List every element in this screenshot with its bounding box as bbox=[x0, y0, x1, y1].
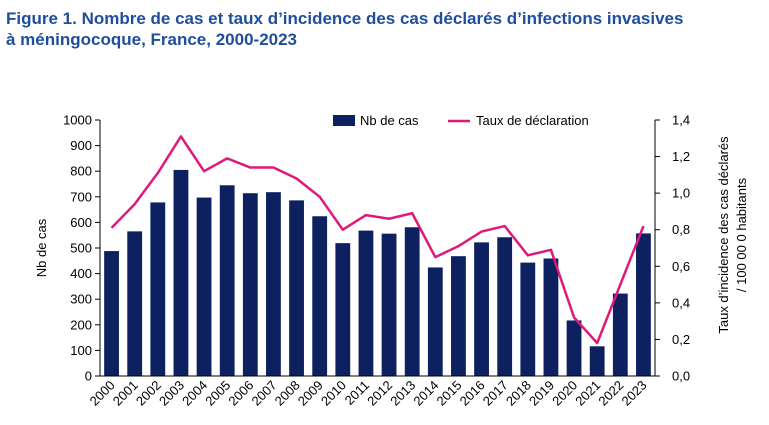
x-tick-label: 2020 bbox=[549, 378, 580, 409]
chart-title-line1: Figure 1. Nombre de cas et taux d’incide… bbox=[6, 9, 684, 28]
bar-2021 bbox=[589, 346, 605, 376]
y-right-tick-label: 0,2 bbox=[672, 332, 690, 347]
bar-2009 bbox=[312, 216, 328, 376]
x-tick-label: 2011 bbox=[342, 378, 372, 408]
bar-2006 bbox=[242, 193, 258, 376]
y-right-tick-label: 0,6 bbox=[672, 259, 690, 274]
x-tick-label: 2004 bbox=[179, 378, 210, 409]
x-tick-label: 2002 bbox=[133, 378, 164, 409]
bar-2005 bbox=[219, 185, 235, 376]
bar-2022 bbox=[612, 293, 628, 376]
x-tick-label: 2017 bbox=[480, 378, 511, 409]
bar-2019 bbox=[543, 258, 559, 376]
y-left-tick-label: 200 bbox=[70, 317, 92, 332]
x-tick-label: 2012 bbox=[364, 378, 395, 409]
y-left-tick-label: 0 bbox=[85, 369, 92, 384]
bar-2015 bbox=[451, 256, 466, 376]
bar-2003 bbox=[173, 169, 189, 376]
bar-2008 bbox=[289, 200, 304, 376]
y-right-tick-label: 0,4 bbox=[672, 295, 690, 310]
y-left-tick-label: 100 bbox=[70, 343, 92, 358]
y-right-tick-label: 1,2 bbox=[672, 149, 690, 164]
x-tick-label: 2010 bbox=[318, 378, 349, 409]
y-axis-left-label: Nb de cas bbox=[34, 218, 49, 277]
x-tick-label: 2019 bbox=[526, 378, 557, 409]
bar-2011 bbox=[358, 230, 374, 376]
bar-2007 bbox=[266, 192, 281, 376]
bar-2004 bbox=[196, 197, 212, 376]
legend-label-line: Taux de déclaration bbox=[476, 113, 589, 128]
y-right-tick-label: 0,8 bbox=[672, 222, 690, 237]
x-tick-label: 2005 bbox=[202, 378, 233, 409]
y-right-tick-label: 1,4 bbox=[672, 113, 690, 128]
y-left-tick-label: 900 bbox=[70, 138, 92, 153]
y-left-tick-label: 300 bbox=[70, 292, 92, 307]
x-tick-label: 2014 bbox=[410, 378, 441, 409]
x-tick-label: 2007 bbox=[249, 378, 280, 409]
x-tick-label: 2023 bbox=[619, 378, 650, 409]
chart-title-line2: à méningocoque, France, 2000-2023 bbox=[6, 30, 298, 49]
x-tick-label: 2003 bbox=[156, 378, 187, 409]
x-tick-label: 2022 bbox=[595, 378, 626, 409]
x-tick-label: 2001 bbox=[110, 378, 141, 409]
x-tick-label: 2006 bbox=[225, 378, 256, 409]
bar-2014 bbox=[427, 267, 443, 376]
legend: Nb de cas Taux de déclaration bbox=[333, 113, 589, 128]
line-series bbox=[110, 135, 645, 345]
bar-2016 bbox=[474, 242, 489, 376]
y-left-tick-label: 400 bbox=[70, 266, 92, 281]
x-tick-label: 2015 bbox=[434, 378, 465, 409]
y-axis-right-label-line1: Taux d’incidence des cas déclarés bbox=[716, 136, 731, 334]
legend-label-bars: Nb de cas bbox=[360, 113, 419, 128]
x-tick-label: 2009 bbox=[295, 378, 326, 409]
bar-2017 bbox=[497, 237, 513, 376]
y-left-tick-label: 1000 bbox=[63, 113, 92, 128]
y-right-tick-label: 0,0 bbox=[672, 369, 690, 384]
bar-2010 bbox=[335, 243, 351, 376]
y-left-tick-label: 500 bbox=[70, 241, 92, 256]
y-right-tick-label: 1,0 bbox=[672, 186, 690, 201]
y-axis-right-label-line2: / 100 00 0 habitants bbox=[734, 177, 749, 292]
bar-2018 bbox=[520, 262, 536, 376]
x-tick-label: 2018 bbox=[503, 378, 534, 409]
bar-series bbox=[104, 169, 651, 376]
bar-2000 bbox=[104, 251, 119, 376]
x-tick-label: 2021 bbox=[572, 378, 603, 409]
bar-2002 bbox=[150, 202, 166, 376]
bar-2023 bbox=[636, 233, 651, 376]
chart-title: Figure 1. Nombre de cas et taux d’incide… bbox=[6, 8, 746, 50]
bar-2013 bbox=[404, 227, 420, 376]
y-left-tick-label: 600 bbox=[70, 215, 92, 230]
bar-2020 bbox=[566, 320, 582, 376]
x-tick-label: 2013 bbox=[387, 378, 418, 409]
x-tick-label: 2016 bbox=[457, 378, 488, 409]
y-left-tick-label: 800 bbox=[70, 164, 92, 179]
y-left-tick-label: 700 bbox=[70, 189, 92, 204]
bar-2012 bbox=[381, 233, 397, 376]
x-tick-label: 2008 bbox=[272, 378, 303, 409]
bar-2001 bbox=[127, 231, 143, 376]
axes: 0 100 200 300 400 500 600 700 800 900 1000 0,0 0,2 0,… bbox=[63, 113, 690, 409]
legend-swatch-bars bbox=[333, 115, 355, 126]
line-taux-declaration bbox=[110, 135, 645, 345]
